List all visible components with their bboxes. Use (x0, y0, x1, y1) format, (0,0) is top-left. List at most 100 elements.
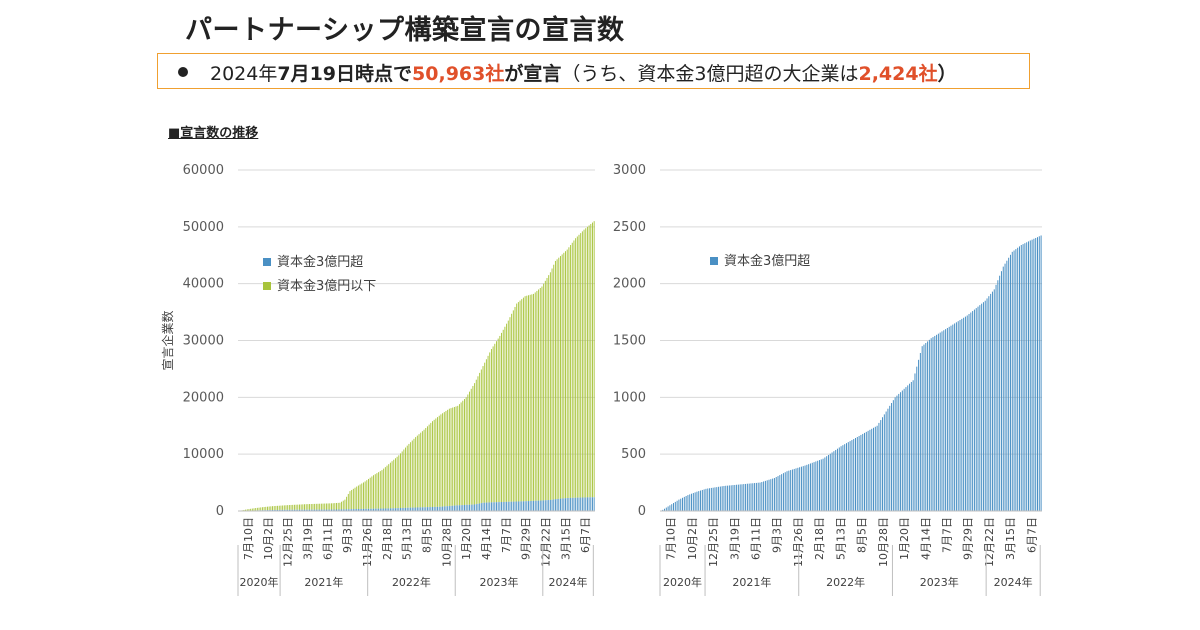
y-tick-label: 20000 (183, 390, 224, 405)
bar-large-company (501, 502, 503, 511)
bar-small-company (245, 509, 247, 511)
bar-large-company (458, 505, 460, 511)
bar-small-company (489, 352, 491, 503)
bar-large-company (664, 508, 666, 511)
bar-large-company (332, 509, 334, 511)
bar-large-company (770, 479, 772, 511)
bar-large-company (305, 509, 307, 511)
bar-large-company (874, 426, 876, 511)
bar-large-company (936, 334, 938, 511)
bar-small-company (270, 506, 272, 511)
bar-large-company (467, 504, 469, 511)
bar-large-company (822, 458, 824, 511)
bar-small-company (394, 458, 396, 509)
bar-large-company (896, 395, 898, 511)
bar-small-company (541, 286, 543, 501)
bar-small-company (519, 300, 521, 502)
bar-large-company (502, 501, 504, 511)
bar-large-company (588, 497, 590, 511)
bar-small-company (330, 503, 332, 510)
bar-large-company (534, 500, 536, 511)
bar-large-company (548, 500, 550, 511)
bar-large-company (827, 454, 829, 511)
bar-large-company (777, 476, 779, 511)
bar-small-company (544, 280, 546, 501)
bar-large-company (324, 509, 326, 511)
bar-large-company (344, 509, 346, 511)
bar-large-company (851, 440, 853, 511)
bar-small-company (435, 418, 437, 507)
bar-large-company (514, 501, 516, 511)
bar-small-company (487, 355, 489, 503)
summary-paren-close: ） (937, 63, 957, 85)
bar-large-company (563, 498, 565, 511)
bar-large-company (302, 509, 304, 511)
bar-small-company (479, 372, 481, 504)
bar-small-company (273, 506, 275, 511)
bar-small-company (573, 240, 575, 498)
bar-large-company (768, 479, 770, 511)
bar-small-company (310, 504, 312, 510)
bar-large-company (860, 434, 862, 511)
bar-large-company (732, 485, 734, 511)
bar-small-company (272, 506, 273, 511)
bar-large-company (845, 443, 847, 511)
bar-small-company (586, 226, 588, 498)
bar-large-company (1011, 251, 1013, 511)
bar-small-company (283, 505, 285, 510)
bar-small-company (425, 428, 427, 508)
bar-large-company (694, 492, 696, 511)
bar-small-company (293, 504, 295, 510)
x-tick-label: 2月18日 (381, 517, 394, 560)
bar-large-company (736, 484, 738, 511)
bar-small-company (418, 434, 420, 508)
bar-large-company (383, 508, 385, 511)
bar-large-company (337, 509, 339, 511)
bar-large-company (937, 333, 939, 511)
bar-large-company (553, 499, 555, 511)
bar-small-company (349, 491, 351, 510)
bar-large-company (975, 308, 977, 511)
x-tick-label: 3月15日 (559, 517, 572, 560)
bar-large-company (855, 438, 857, 511)
bar-large-company (423, 507, 425, 511)
bar-large-company (411, 507, 413, 511)
bar-small-company (576, 236, 578, 498)
bar-small-company (528, 295, 529, 502)
bar-large-company (352, 509, 354, 511)
bar-large-company (334, 509, 336, 511)
bar-small-company (383, 468, 385, 509)
bar-large-company (984, 300, 986, 511)
y-tick-label: 30000 (183, 334, 224, 349)
bar-small-company (408, 443, 410, 508)
bar-large-company (330, 509, 332, 511)
x-tick-label: 1月20日 (460, 517, 473, 560)
bar-small-company (588, 225, 590, 498)
bar-large-company (791, 469, 793, 511)
legend-swatch-large (710, 257, 718, 265)
bar-small-company (554, 260, 556, 500)
bar-large-company (813, 462, 815, 511)
bar-large-company (977, 306, 979, 511)
bar-small-company (494, 343, 496, 503)
bar-large-company (847, 442, 849, 511)
bar-large-company (556, 499, 558, 511)
bar-large-company (963, 317, 965, 511)
bar-small-company (292, 504, 294, 510)
x-tick-label: 12月25日 (707, 517, 720, 567)
bar-small-company (386, 465, 388, 509)
bar-large-company (867, 430, 869, 511)
bar-small-company (344, 499, 346, 510)
bar-large-company (541, 500, 543, 511)
bar-small-company (253, 508, 255, 511)
bar-large-company (880, 420, 882, 511)
x-tick-label: 6月11日 (321, 517, 334, 560)
bar-large-company (312, 509, 314, 511)
x-tick-label: 8月5日 (856, 517, 869, 553)
x-tick-label: 4月14日 (919, 517, 932, 560)
bar-large-company (802, 466, 804, 511)
x-tick-label: 3月19日 (301, 517, 314, 560)
bar-small-company (339, 502, 341, 510)
bar-large-company (842, 445, 844, 511)
bar-large-company (772, 478, 774, 511)
